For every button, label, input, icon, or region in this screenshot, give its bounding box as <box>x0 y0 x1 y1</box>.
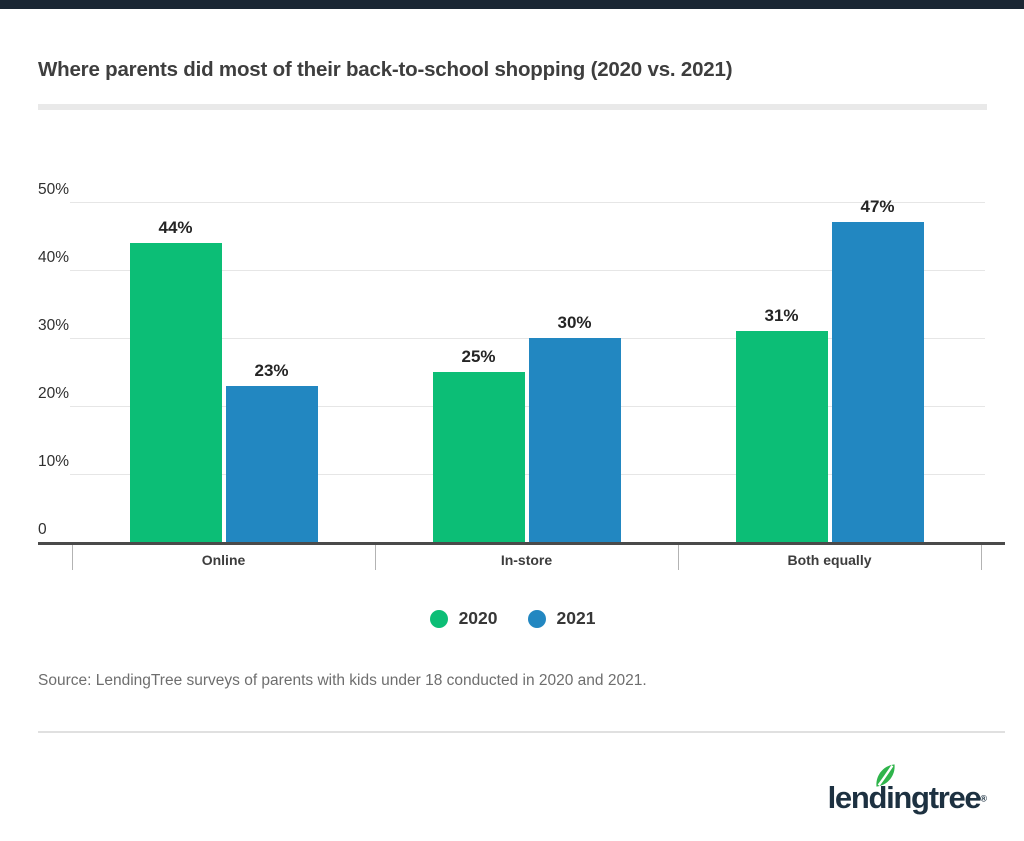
y-axis-label: 0 <box>38 521 47 538</box>
legend-item-2020: 2020 <box>429 608 498 629</box>
title-divider <box>38 104 987 110</box>
axis-tick <box>72 545 73 570</box>
registered-mark: ® <box>980 793 987 804</box>
leaf-icon <box>876 764 895 787</box>
legend-label: 2021 <box>556 608 596 628</box>
axis-tick <box>678 545 679 570</box>
axis-tick <box>981 545 982 570</box>
gridline <box>70 474 985 475</box>
chart-legend: 2020 2021 <box>38 608 987 629</box>
y-axis-label: 30% <box>38 317 70 334</box>
gridline <box>70 270 985 271</box>
x-axis-label-in-store: In-store <box>500 552 553 568</box>
gridline <box>70 406 985 407</box>
gridline <box>70 202 985 203</box>
bar-2020-online <box>129 242 222 542</box>
gridline <box>70 338 985 339</box>
bar-value-label: 44% <box>158 217 193 237</box>
bar-value-label: 31% <box>764 306 799 326</box>
source-note: Source: LendingTree surveys of parents w… <box>38 672 647 689</box>
legend-label: 2020 <box>458 608 498 628</box>
bar-2020-in-store <box>432 372 525 542</box>
top-accent-bar <box>0 0 1024 9</box>
bar-2021-in-store <box>528 338 621 542</box>
footer-divider <box>38 731 1005 733</box>
x-axis-line <box>38 542 1005 545</box>
legend-swatch <box>527 609 546 628</box>
legend-swatch <box>429 609 448 628</box>
logo-text: lendingtree <box>827 780 982 815</box>
y-axis-label: 20% <box>38 385 70 402</box>
bar-2021-both-equally <box>831 222 924 542</box>
y-axis-label: 40% <box>38 249 70 266</box>
bar-value-label: 23% <box>254 360 289 380</box>
bar-2020-both-equally <box>735 331 828 542</box>
chart-title: Where parents did most of their back-to-… <box>38 58 733 81</box>
y-axis-label: 10% <box>38 453 70 470</box>
y-axis-label: 50% <box>38 181 70 198</box>
bar-value-label: 30% <box>557 313 592 332</box>
bar-value-label: 47% <box>860 197 895 217</box>
x-axis-label-both-equally: Both equally <box>787 552 872 568</box>
bar-value-label: 25% <box>461 347 496 366</box>
axis-tick <box>375 545 376 570</box>
lendingtree-logo: lendingtree® <box>827 764 987 815</box>
bar-2021-online <box>225 385 318 542</box>
x-axis-label-online: Online <box>201 552 246 568</box>
legend-item-2021: 2021 <box>527 608 596 629</box>
